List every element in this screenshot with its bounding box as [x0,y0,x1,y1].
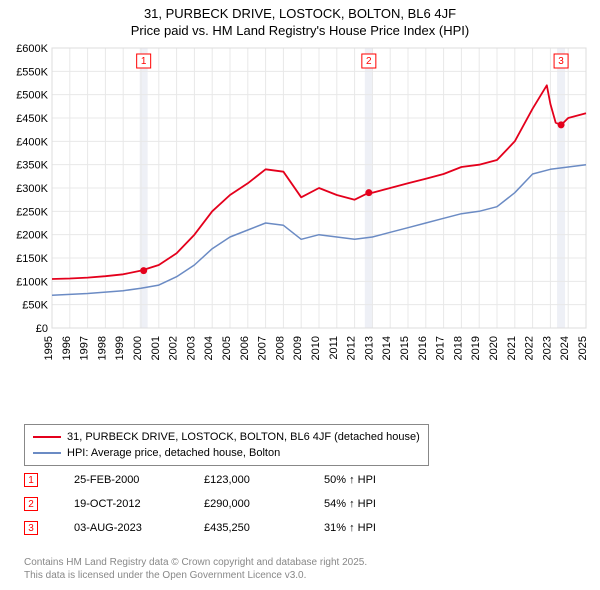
sale-pct-vs-hpi: 54% ↑ HPI [324,498,444,510]
sale-row: 2 19-OCT-2012£290,00054% ↑ HPI [24,492,444,516]
svg-text:2016: 2016 [417,336,429,360]
legend-label: 31, PURBECK DRIVE, LOSTOCK, BOLTON, BL6 … [67,431,420,443]
svg-text:1998: 1998 [96,336,108,360]
svg-text:1: 1 [141,56,147,67]
svg-text:£400K: £400K [16,136,48,148]
svg-text:2001: 2001 [150,336,162,360]
svg-text:1996: 1996 [61,336,73,360]
svg-text:2022: 2022 [524,336,536,360]
svg-text:2021: 2021 [506,336,518,360]
footer-line1: Contains HM Land Registry data © Crown c… [24,556,592,569]
sale-date: 03-AUG-2023 [74,522,204,534]
svg-text:3: 3 [558,56,564,67]
svg-text:2002: 2002 [168,336,180,360]
svg-text:£200K: £200K [16,230,48,242]
svg-text:2010: 2010 [310,336,322,360]
svg-text:£50K: £50K [22,300,48,312]
svg-text:2013: 2013 [363,336,375,360]
sale-date: 19-OCT-2012 [74,498,204,510]
svg-text:£550K: £550K [16,66,48,78]
svg-text:2014: 2014 [381,336,393,360]
sale-marker-box: 2 [24,497,38,511]
legend-swatch [33,452,61,454]
sale-row: 3 03-AUG-2023£435,25031% ↑ HPI [24,516,444,540]
svg-text:2025: 2025 [577,336,589,360]
svg-text:2015: 2015 [399,336,411,360]
svg-text:2009: 2009 [292,336,304,360]
chart-title-block: 31, PURBECK DRIVE, LOSTOCK, BOLTON, BL6 … [0,0,600,38]
title-line2: Price paid vs. HM Land Registry's House … [0,23,600,38]
svg-text:2011: 2011 [328,336,340,360]
sale-marker-box: 1 [24,473,38,487]
svg-text:1999: 1999 [114,336,126,360]
sale-date: 25-FEB-2000 [74,474,204,486]
line-chart-svg: £0 £50K £100K £150K £200K £250K £300K £350K £400… [8,44,592,380]
svg-text:2003: 2003 [185,336,197,360]
chart-area: £0 £50K £100K £150K £200K £250K £300K £350K £400… [8,44,592,380]
svg-text:2006: 2006 [239,336,251,360]
svg-text:2023: 2023 [541,336,553,360]
svg-text:£250K: £250K [16,206,48,218]
svg-text:2019: 2019 [470,336,482,360]
svg-text:£300K: £300K [16,183,48,195]
legend-row: 31, PURBECK DRIVE, LOSTOCK, BOLTON, BL6 … [33,429,420,445]
legend-swatch [33,436,61,438]
svg-text:2000: 2000 [132,336,144,360]
sale-row: 1 25-FEB-2000£123,00050% ↑ HPI [24,468,444,492]
svg-text:£600K: £600K [16,44,48,55]
sale-price: £123,000 [204,474,324,486]
svg-text:2012: 2012 [346,336,358,360]
svg-text:2020: 2020 [488,336,500,360]
svg-text:2008: 2008 [274,336,286,360]
svg-text:2005: 2005 [221,336,233,360]
svg-text:2017: 2017 [435,336,447,360]
svg-text:2004: 2004 [203,336,215,360]
svg-text:2018: 2018 [452,336,464,360]
footer-attribution: Contains HM Land Registry data © Crown c… [24,556,592,582]
legend-row: HPI: Average price, detached house, Bolt… [33,445,420,461]
legend-box: 31, PURBECK DRIVE, LOSTOCK, BOLTON, BL6 … [24,424,429,466]
sale-price: £290,000 [204,498,324,510]
svg-text:£150K: £150K [16,253,48,265]
svg-text:1997: 1997 [79,336,91,360]
sale-pct-vs-hpi: 50% ↑ HPI [324,474,444,486]
sale-marker-box: 3 [24,521,38,535]
svg-text:£350K: £350K [16,160,48,172]
title-line1: 31, PURBECK DRIVE, LOSTOCK, BOLTON, BL6 … [0,6,600,21]
sale-price: £435,250 [204,522,324,534]
footer-line2: This data is licensed under the Open Gov… [24,569,592,582]
legend-label: HPI: Average price, detached house, Bolt… [67,447,280,459]
svg-text:2: 2 [366,56,372,67]
sale-pct-vs-hpi: 31% ↑ HPI [324,522,444,534]
sales-table: 1 25-FEB-2000£123,00050% ↑ HPI 2 19-OCT-201… [24,468,444,540]
svg-text:2024: 2024 [559,336,571,360]
svg-text:£0: £0 [36,323,48,335]
svg-text:£450K: £450K [16,113,48,125]
svg-text:£100K: £100K [16,276,48,288]
svg-text:1995: 1995 [43,336,55,360]
svg-text:2007: 2007 [257,336,269,360]
svg-text:£500K: £500K [16,90,48,102]
